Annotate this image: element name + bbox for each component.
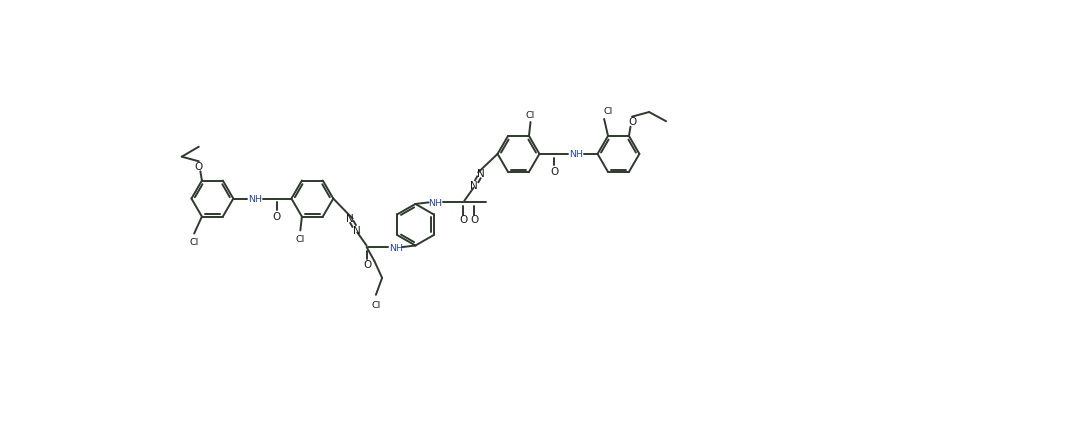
Text: O: O	[628, 117, 637, 127]
Text: O: O	[550, 166, 558, 176]
Text: NH: NH	[248, 195, 262, 203]
Text: Cl: Cl	[371, 300, 381, 309]
Text: NH: NH	[390, 243, 404, 252]
Text: NH: NH	[569, 150, 583, 159]
Text: NH: NH	[427, 199, 441, 207]
Text: O: O	[470, 215, 478, 225]
Text: O: O	[364, 259, 371, 269]
Text: N: N	[470, 181, 478, 191]
Text: N: N	[477, 169, 486, 179]
Text: O: O	[273, 211, 281, 221]
Text: N: N	[345, 213, 354, 223]
Text: O: O	[460, 215, 467, 225]
Text: Cl: Cl	[525, 111, 535, 120]
Text: Cl: Cl	[296, 234, 305, 243]
Text: O: O	[194, 162, 203, 172]
Text: Cl: Cl	[190, 238, 199, 247]
Text: N: N	[353, 226, 360, 236]
Text: Cl: Cl	[603, 107, 613, 116]
